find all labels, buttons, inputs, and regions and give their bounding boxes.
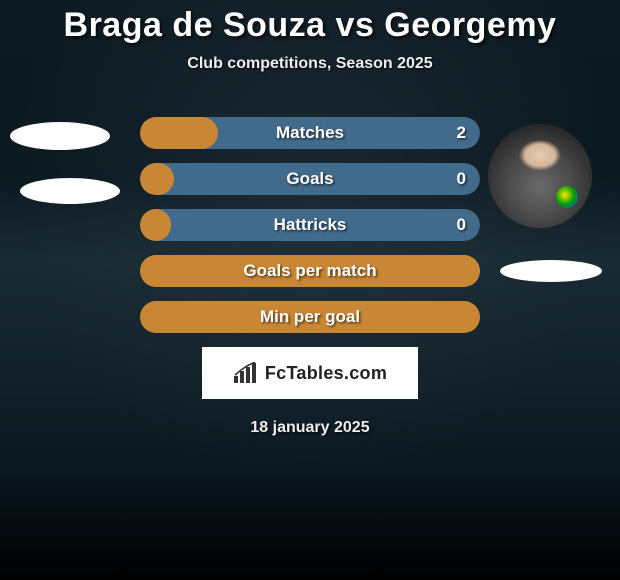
stat-bar-value-right: 0 xyxy=(457,209,466,241)
subtitle: Club competitions, Season 2025 xyxy=(0,55,620,73)
stat-bar: Goals per match xyxy=(140,255,480,287)
content-root: Braga de Souza vs Georgemy Club competit… xyxy=(0,0,620,437)
stat-bar: Goals0 xyxy=(140,163,480,195)
decor-ellipse-left-2 xyxy=(20,178,120,204)
stat-bar-label: Goals xyxy=(140,163,480,195)
stat-bar-label: Goals per match xyxy=(140,255,480,287)
stat-bar-value-right: 0 xyxy=(457,163,466,195)
decor-ellipse-right-1 xyxy=(500,260,602,282)
date-text: 18 january 2025 xyxy=(0,419,620,437)
avatar-crest-icon xyxy=(556,186,578,208)
stat-bar-label: Matches xyxy=(140,117,480,149)
decor-ellipse-left-1 xyxy=(10,122,110,150)
stat-bar-label: Hattricks xyxy=(140,209,480,241)
stat-bar-value-right: 2 xyxy=(457,117,466,149)
avatar-player-right xyxy=(488,124,592,228)
brand-box: FcTables.com xyxy=(202,347,418,399)
avatar-image xyxy=(488,124,592,228)
stats-block: Matches2Goals0Hattricks0Goals per matchM… xyxy=(0,117,620,437)
stat-bar-label: Min per goal xyxy=(140,301,480,333)
brand-text: FcTables.com xyxy=(265,363,387,384)
stat-bar: Matches2 xyxy=(140,117,480,149)
stat-bar: Hattricks0 xyxy=(140,209,480,241)
stat-bar: Min per goal xyxy=(140,301,480,333)
page-title: Braga de Souza vs Georgemy xyxy=(0,6,620,45)
brand-bars-icon xyxy=(233,362,259,384)
